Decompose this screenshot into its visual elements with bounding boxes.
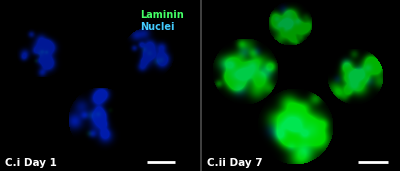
Text: Laminin: Laminin (140, 10, 184, 20)
Text: Nuclei: Nuclei (140, 22, 174, 32)
Text: C.ii Day 7: C.ii Day 7 (207, 158, 263, 168)
Text: C.i Day 1: C.i Day 1 (5, 158, 57, 168)
